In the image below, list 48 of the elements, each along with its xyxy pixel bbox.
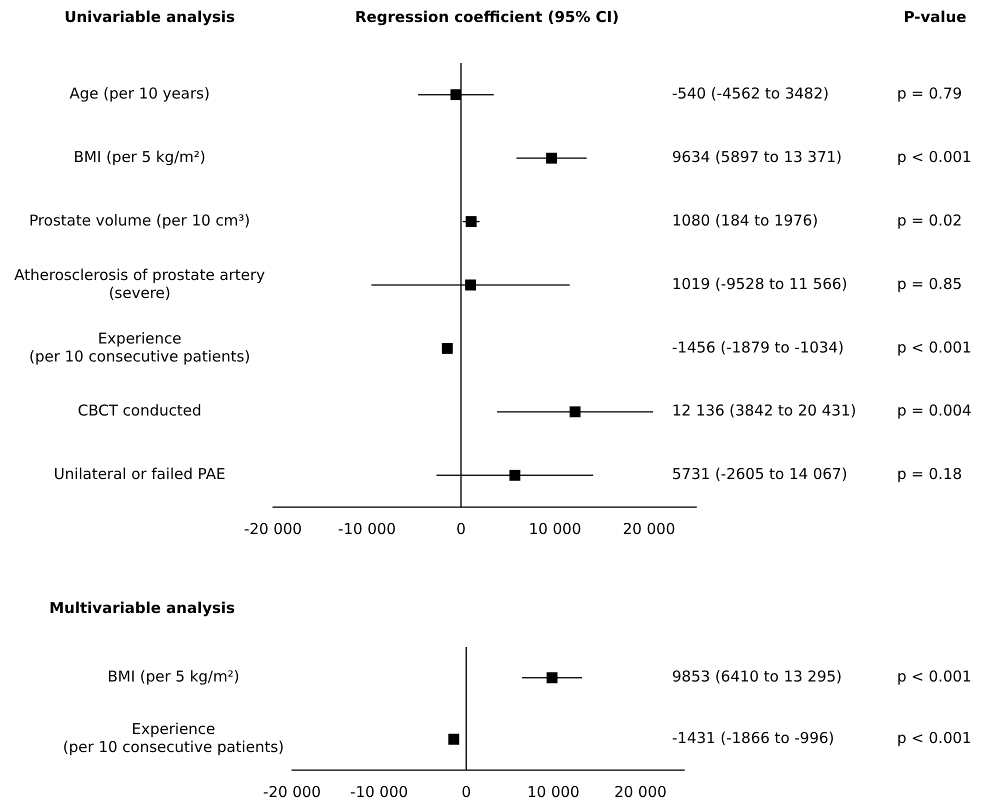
annotation: 12 136 (3842 to 20 431)	[672, 402, 856, 420]
x-tick-label: -10 000	[338, 520, 396, 538]
text: p < 0.001	[897, 148, 972, 166]
x-tick-label: -20 000	[244, 520, 302, 538]
text: p = 0.79	[897, 84, 962, 103]
annotation: 5731 (-2605 to 14 067)	[672, 465, 848, 484]
x-tick-label: 20 000	[614, 782, 667, 801]
y-tick-label: Experience (per 10 consecutive patients)	[29, 329, 250, 366]
y-tick-label: Prostate volume (per 10 cm³)	[29, 211, 250, 230]
annotation: 1080 (184 to 1976)	[672, 211, 818, 230]
annotation: -540 (-4562 to 3482)	[672, 84, 829, 103]
annotation: 9634 (5897 to 13 371)	[672, 148, 842, 166]
y-tick-label: Unilateral or failed PAE	[54, 465, 226, 484]
point	[465, 280, 476, 290]
text: Multivariable analysis	[49, 598, 236, 617]
point	[466, 216, 477, 228]
x-tick-label: 0	[456, 520, 466, 538]
point	[546, 152, 558, 164]
text: p < 0.001	[897, 668, 972, 686]
point	[442, 342, 453, 354]
point	[570, 406, 581, 418]
text: p = 0.004	[897, 402, 972, 420]
annotation: -1456 (-1879 to -1034)	[672, 338, 844, 356]
annotation: 9853 (6410 to 13 295)	[672, 668, 842, 686]
x-tick-label: 0	[461, 782, 471, 801]
y-tick-label: BMI (per 5 kg/m²)	[74, 148, 206, 166]
chart-subtitle: Regression coefficient (95% CI)	[354, 8, 620, 26]
text: p = 0.02	[897, 211, 962, 230]
text: Univariable analysis	[64, 8, 236, 26]
x-tick-label: 10 000	[527, 782, 580, 801]
y-tick-label: Experience (per 10 consecutive patients)	[62, 720, 284, 756]
y-tick-label: Atherosclerosis of prostate artery (severe)	[14, 266, 266, 302]
text: p = 0.85	[897, 274, 962, 293]
x-tick-label: -10 000	[350, 782, 408, 801]
annotation: -1431 (-1866 to -996)	[672, 729, 834, 748]
point	[450, 89, 462, 100]
x-tick-label: -20 000	[263, 782, 321, 801]
y-tick-label: CBCT conducted	[78, 402, 202, 420]
text: P-value	[904, 8, 966, 26]
x-tick-label: 10 000	[528, 520, 582, 538]
x-tick-label: 20 000	[622, 520, 676, 538]
text: p < 0.001	[897, 729, 972, 748]
point	[509, 470, 520, 481]
annotation: 1019 (-9528 to 11 566)	[672, 274, 848, 293]
text: p < 0.001	[897, 338, 972, 356]
y-tick-label: BMI (per 5 kg/m²)	[107, 668, 240, 686]
y-tick-label: Age (per 10 years)	[69, 84, 210, 103]
text: p = 0.18	[897, 465, 962, 484]
